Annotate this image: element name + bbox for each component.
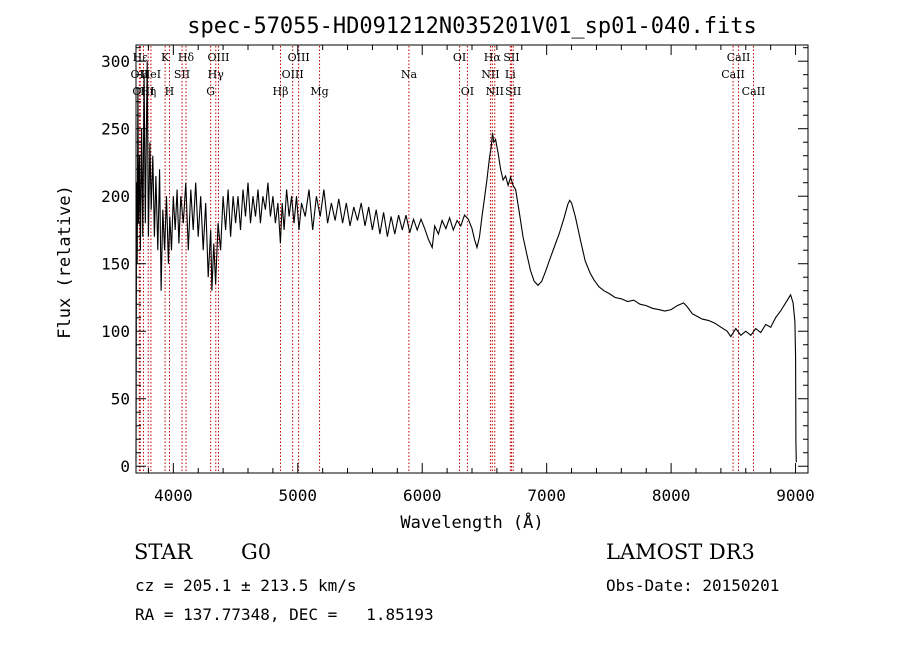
line-label: Li — [505, 68, 516, 81]
spectrum-line — [135, 61, 797, 463]
line-label: SII — [174, 68, 190, 81]
coordinates-text: RA = 137.77348, DEC = 1.85193 — [135, 605, 434, 624]
subclass-label: G0 — [241, 540, 272, 564]
line-label: CaII — [721, 68, 745, 81]
line-label: OIII — [282, 68, 304, 81]
line-label: NII — [481, 68, 499, 81]
line-label: CaII — [727, 51, 751, 64]
y-tick-label: 150 — [101, 255, 130, 274]
redshift-text: cz = 205.1 ± 213.5 km/s — [135, 576, 357, 595]
line-label: SII — [503, 51, 519, 64]
y-tick-label: 50 — [111, 390, 130, 409]
y-tick-label: 300 — [101, 52, 130, 71]
x-axis-label: Wavelength (Å) — [400, 511, 543, 533]
y-axis-label: Flux (relative) — [55, 185, 75, 339]
y-tick-label: 200 — [101, 187, 130, 206]
x-tick-label: 5000 — [279, 486, 318, 505]
line-label: CaII — [742, 85, 766, 98]
line-label: HeI — [141, 68, 161, 81]
line-label: OIII — [207, 51, 229, 64]
line-label: Hγ — [208, 68, 225, 81]
line-label: H — [165, 85, 175, 98]
plot-frame — [135, 44, 809, 474]
line-label: Hε — [133, 51, 149, 64]
line-label: SII — [505, 85, 521, 98]
survey-label: LAMOST DR3 — [606, 540, 755, 564]
line-label: Hα — [484, 51, 502, 64]
line-label: K — [161, 51, 170, 64]
line-label: OI — [453, 51, 466, 64]
x-tick-label: 8000 — [652, 486, 691, 505]
line-label: NII — [486, 85, 504, 98]
line-label: Hη — [140, 85, 156, 98]
line-label: Na — [401, 68, 418, 81]
y-tick-label: 100 — [101, 322, 130, 341]
chart-title: spec-57055-HD091212N035201V01_sp01-040.f… — [187, 14, 757, 39]
x-tick-label: 9000 — [776, 486, 815, 505]
line-label: Hβ — [273, 85, 289, 98]
y-tick-label: 250 — [101, 120, 130, 139]
class-label: STAR — [134, 540, 193, 564]
x-tick-label: 7000 — [527, 486, 566, 505]
x-tick-label: 6000 — [403, 486, 442, 505]
axis-ticks: 4000 5000 6000 7000 8000 9000 0 50 100 150 200 250 3… — [101, 45, 815, 505]
line-label: OIII — [288, 51, 310, 64]
line-label: Mg — [310, 85, 328, 98]
line-label: G — [206, 85, 215, 98]
line-label: Hδ — [178, 51, 195, 64]
obs-date-text: Obs-Date: 20150201 — [606, 576, 780, 595]
x-tick-label: 4000 — [154, 486, 193, 505]
line-label: OI — [461, 85, 474, 98]
y-tick-label: 0 — [120, 457, 130, 476]
emission-line-markers — [138, 46, 754, 472]
